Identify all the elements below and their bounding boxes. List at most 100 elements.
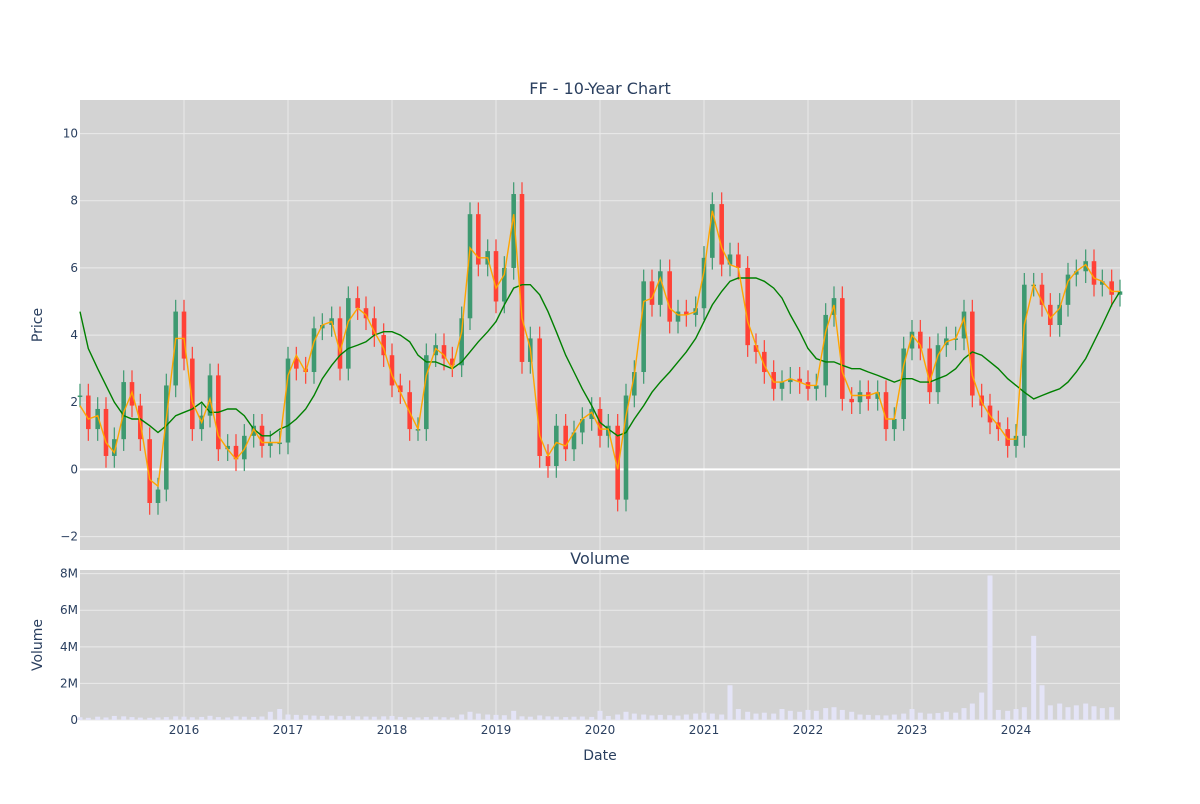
candle-body <box>190 358 195 430</box>
volume-bar <box>579 716 585 720</box>
candle-body <box>953 338 958 340</box>
volume-bar <box>701 712 707 720</box>
volume-bar <box>259 716 265 720</box>
candle-body <box>961 311 967 339</box>
volume-bar <box>285 714 291 720</box>
price-y-tick-label: 10 <box>63 127 78 141</box>
date-x-tick-label: 2017 <box>273 723 304 737</box>
volume-y-tick-label: 8M <box>60 567 78 581</box>
candle-body <box>935 345 941 393</box>
volume-bar <box>745 711 751 720</box>
price-y-tick-label: −2 <box>60 530 78 544</box>
candle-body <box>736 254 741 268</box>
volume-bar <box>493 714 499 720</box>
candle-body <box>814 385 819 389</box>
candle-body <box>77 395 83 398</box>
candle-body <box>545 455 551 467</box>
volume-bar <box>407 717 413 720</box>
candle-body <box>511 194 516 268</box>
date-x-tick-label: 2024 <box>1001 723 1032 737</box>
volume-bar <box>501 715 507 720</box>
candle-body <box>779 382 785 389</box>
volume-title: Volume <box>570 549 630 568</box>
candle-body <box>95 408 100 430</box>
candle-body <box>745 267 750 346</box>
volume-bar <box>163 717 169 720</box>
candle-body <box>1048 304 1053 325</box>
candle-body <box>727 254 733 265</box>
candle-body <box>493 251 499 302</box>
volume-bar <box>657 714 663 720</box>
volume-bar <box>667 715 673 720</box>
date-x-tick-label: 2020 <box>585 723 616 737</box>
volume-bar <box>615 714 621 720</box>
volume-y-tick-labels: 0 2M 4M 6M 8M <box>60 567 78 727</box>
candle-body <box>987 405 993 423</box>
candle-body <box>467 214 473 319</box>
volume-bar <box>189 717 195 720</box>
volume-bar <box>345 715 351 720</box>
volume-bar <box>111 715 117 720</box>
volume-bar <box>293 714 299 720</box>
volume-bar <box>917 712 923 720</box>
volume-bar <box>597 710 603 720</box>
volume-bar <box>1047 705 1053 720</box>
volume-bar <box>683 714 689 720</box>
date-x-tick-labels: 2016 2017 2018 2019 2020 2021 2022 2023 2024 <box>169 723 1032 737</box>
candle-body <box>1074 271 1079 275</box>
volume-bar <box>137 717 143 720</box>
price-y-tick-labels: −2 0 2 4 6 8 10 <box>60 127 78 544</box>
volume-bar <box>397 716 403 720</box>
candle-body <box>1083 261 1088 272</box>
candle-body <box>1013 435 1019 446</box>
candle-body <box>857 392 863 403</box>
volume-bar <box>1099 708 1105 720</box>
candle-body <box>623 395 629 500</box>
candle-body <box>1100 281 1105 285</box>
candle-body <box>615 425 620 500</box>
candle-body <box>675 311 681 322</box>
candle-body <box>147 439 152 503</box>
volume-bar <box>155 717 161 720</box>
volume-bar <box>277 709 283 720</box>
volume-bar <box>935 713 941 720</box>
volume-bar <box>459 714 465 720</box>
candle-body <box>892 419 897 430</box>
volume-bar <box>77 717 83 720</box>
volume-bar <box>441 717 447 720</box>
candle-body <box>684 311 689 315</box>
volume-bar <box>605 715 611 720</box>
candle-body <box>363 308 369 319</box>
date-x-tick-label: 2019 <box>481 723 512 737</box>
candle-body <box>710 204 715 258</box>
candle-body <box>701 257 707 309</box>
volume-bar <box>129 717 135 720</box>
candle-body <box>441 345 447 359</box>
volume-bar <box>225 717 231 720</box>
candle-body <box>1109 281 1114 295</box>
volume-bar <box>433 716 439 720</box>
volume-bar <box>355 716 361 720</box>
candle-body <box>502 267 507 302</box>
volume-bar <box>337 716 343 720</box>
volume-bar <box>1073 705 1079 720</box>
candle-body <box>294 358 299 369</box>
volume-y-tick-label: 4M <box>60 640 78 654</box>
candle-body <box>181 311 187 359</box>
candle-body <box>927 348 932 393</box>
volume-bar <box>311 715 317 720</box>
volume-bar <box>771 713 777 720</box>
volume-bar <box>779 709 785 720</box>
volume-bar <box>415 717 421 720</box>
candle-body <box>537 338 542 456</box>
date-x-tick-label: 2016 <box>169 723 200 737</box>
volume-y-tick-label: 2M <box>60 676 78 690</box>
volume-bar <box>693 713 699 720</box>
volume-bar <box>1109 707 1115 720</box>
candle-body <box>554 425 559 467</box>
price-y-tick-label: 0 <box>70 462 78 476</box>
candle-body <box>883 392 889 430</box>
volume-bar <box>727 685 733 720</box>
volume-bar <box>85 717 91 720</box>
